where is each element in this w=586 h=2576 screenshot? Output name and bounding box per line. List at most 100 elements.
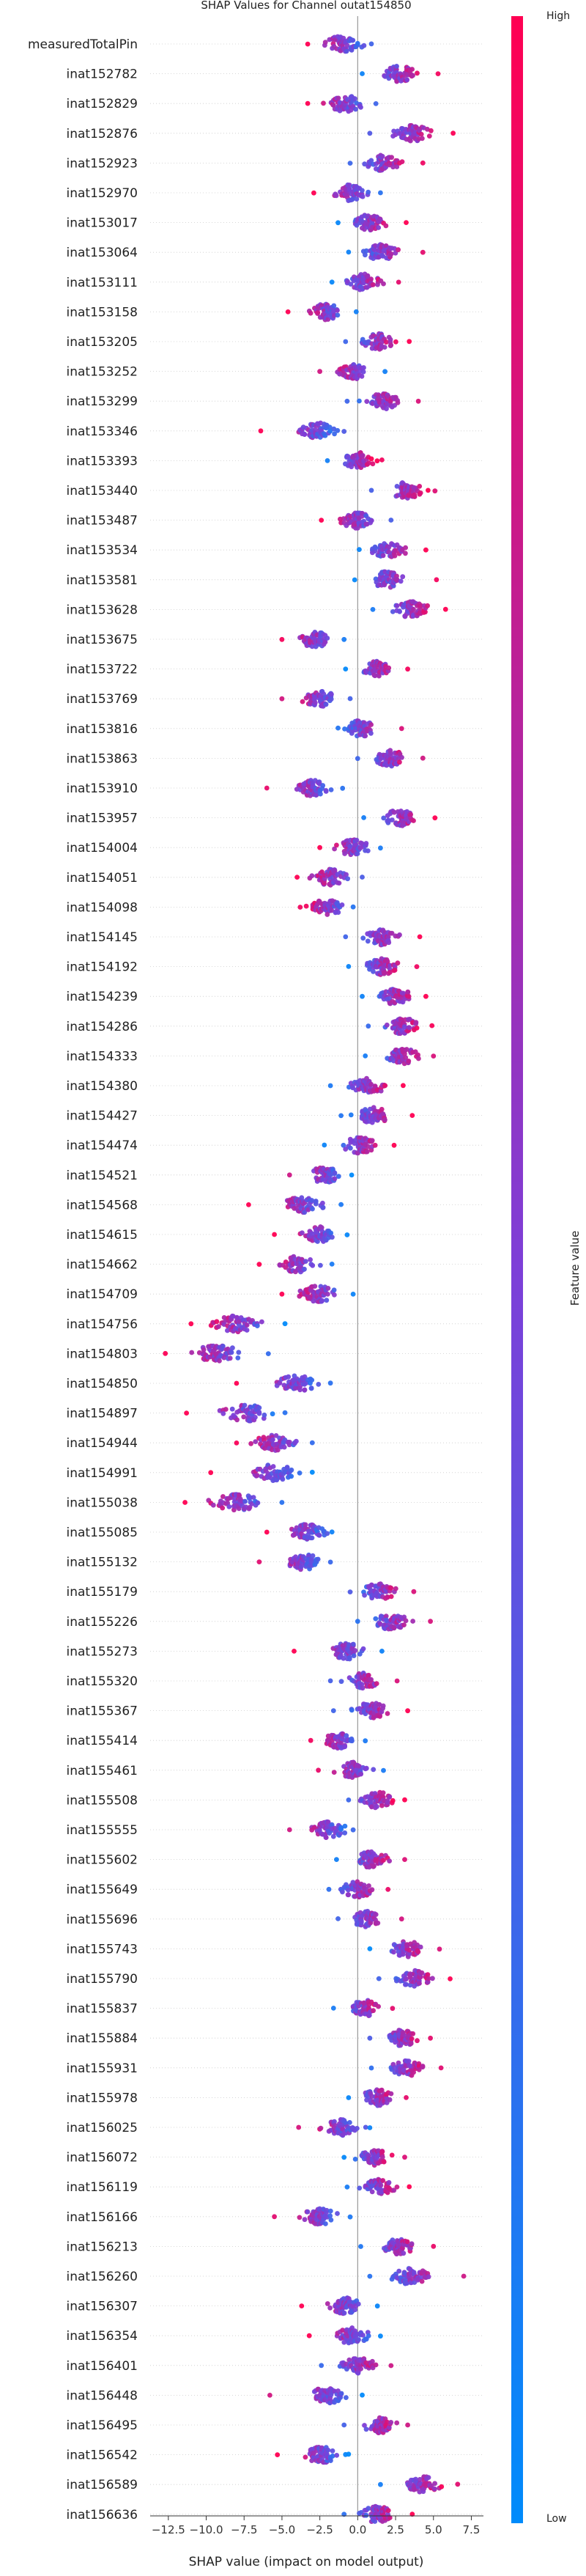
shap-point [320,783,325,788]
shap-point [360,71,365,76]
shap-point [379,1649,385,1654]
shap-point [316,1767,321,1773]
shap-point [384,224,389,229]
feature-label: inat154380 [67,1079,138,1094]
feature-label: inat155743 [67,1942,138,1957]
shap-point [245,1328,250,1333]
shap-point [382,2160,387,2165]
shap-point [297,1471,303,1476]
shap-point [324,1298,329,1303]
feature-label: inat155696 [67,1913,138,1927]
shap-point [360,453,366,458]
feature-label: inat153393 [67,454,138,468]
feature-label: inat154897 [67,1407,138,1421]
shap-point [357,547,362,552]
shap-point [352,1648,357,1653]
shap-point [402,1857,407,1862]
shap-point [282,1445,287,1450]
shap-point [385,1023,390,1028]
shap-point [286,309,291,314]
shap-point [393,968,398,973]
shap-point [348,161,353,166]
shap-point [336,96,341,101]
shap-point [236,1350,241,1355]
feature-label: inat155273 [67,1644,138,1659]
shap-point [368,731,374,736]
feature-label: inat153910 [67,781,138,796]
shap-point [211,1503,216,1508]
shap-point [363,1053,368,1059]
shap-point [366,190,371,195]
feature-points [322,1136,396,1156]
shap-point [369,42,374,47]
shap-point [309,1385,314,1391]
shap-point [411,818,416,823]
shap-point [362,43,367,48]
shap-point [316,1557,321,1562]
feature-label: inat155931 [67,2061,138,2076]
shap-point [363,734,368,739]
shap-point [404,220,409,225]
feature-label: inat152923 [67,156,138,171]
shap-point [387,2097,393,2102]
feature-points [297,898,355,917]
shap-point [416,1949,421,1954]
shap-point [257,1559,262,1564]
shap-point [332,1292,337,1298]
shap-point [220,1506,225,1511]
shap-point [348,1146,353,1151]
shap-point [314,1199,319,1204]
shap-point [341,429,346,434]
shap-point [184,1410,189,1416]
shap-point [342,1744,347,1749]
shap-point [201,1347,207,1353]
shap-point [353,2157,358,2162]
shap-point [310,1263,315,1268]
shap-point [345,399,350,404]
feature-label: inat156307 [67,2300,138,2314]
shap-point [420,161,426,166]
feature-label: inat154803 [67,1347,138,1361]
shap-point [264,1530,270,1535]
feature-label: inat153111 [67,276,138,290]
shap-point [373,545,378,551]
shap-point [340,1889,345,1894]
shap-point [351,905,356,910]
shap-point [302,1267,307,1272]
shap-point [401,2251,406,2256]
shap-point [363,1738,368,1743]
shap-point [235,1355,240,1361]
shap-point [432,488,437,493]
shap-point [385,1887,390,1892]
shap-point [317,845,322,850]
shap-point [396,960,401,965]
shap-point [338,1202,344,1207]
shap-point [335,313,341,318]
shap-point [420,2279,425,2284]
shap-point [312,1284,317,1289]
feature-label: inat155461 [67,1764,138,1778]
shap-point [343,339,348,345]
shap-point [380,2178,385,2183]
shap-point [327,2213,333,2218]
feature-points [363,1047,436,1066]
feature-label: inat154474 [67,1138,138,1153]
chart-title: SHAP Values for Channel outat154850 [201,0,411,12]
shap-point [382,1083,387,1089]
feature-label: inat154145 [67,930,138,945]
shap-point [331,2006,336,2011]
shap-point [337,880,342,886]
shap-point [349,1173,355,1178]
shap-point [416,1056,421,1061]
shap-point [262,1413,267,1418]
shap-point [303,2217,308,2222]
shap-point [325,458,330,463]
feature-points [184,1403,287,1424]
feature-points [294,867,365,888]
shap-point [360,994,365,999]
shap-point [417,1981,422,1986]
shap-point [336,1174,341,1179]
shap-point [429,128,434,133]
shap-point [325,1292,330,1297]
